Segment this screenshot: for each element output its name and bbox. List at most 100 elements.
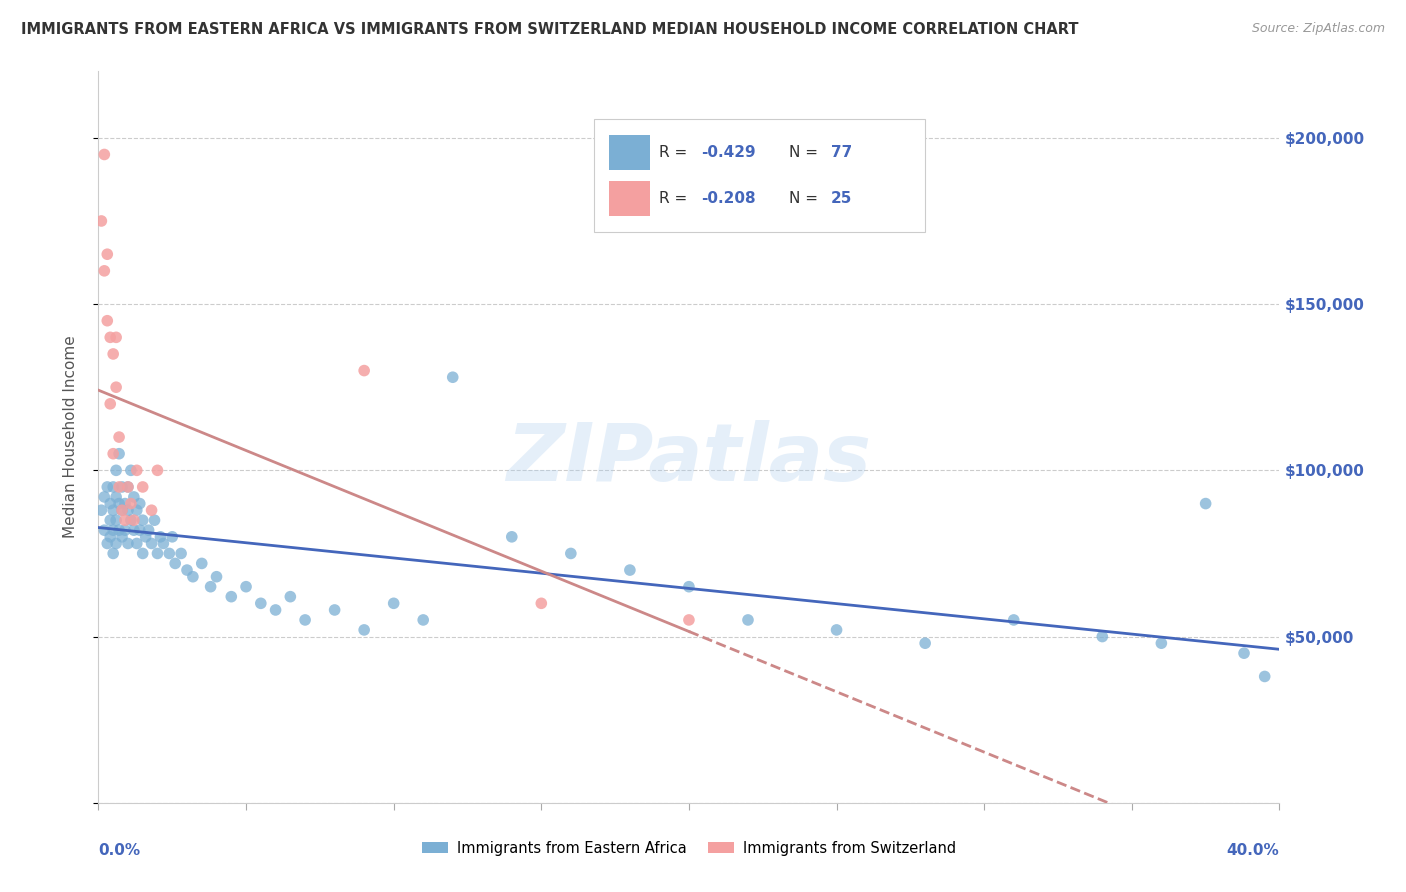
Point <box>105 330 128 344</box>
Point <box>98 397 121 411</box>
Point <box>108 430 131 444</box>
Point <box>264 603 287 617</box>
Point <box>382 596 405 610</box>
Point <box>93 490 115 504</box>
Text: ZIPatlas: ZIPatlas <box>506 420 872 498</box>
Point <box>353 623 375 637</box>
Point <box>125 463 148 477</box>
Point <box>120 463 142 477</box>
Point <box>191 557 214 571</box>
Text: -0.429: -0.429 <box>700 145 755 160</box>
Point <box>141 503 163 517</box>
Point <box>125 503 148 517</box>
Point <box>96 480 118 494</box>
Point <box>162 530 183 544</box>
Point <box>114 497 136 511</box>
Point <box>114 523 136 537</box>
Point <box>96 536 118 550</box>
Point <box>93 523 115 537</box>
Point <box>122 490 145 504</box>
Point <box>146 463 169 477</box>
Point <box>98 530 121 544</box>
Point <box>105 463 128 477</box>
Point <box>235 580 257 594</box>
Point <box>122 523 145 537</box>
Point <box>98 513 121 527</box>
Point <box>132 480 155 494</box>
Text: N =: N = <box>789 191 823 206</box>
Point <box>103 503 125 517</box>
Point <box>90 214 112 228</box>
Point <box>117 503 139 517</box>
Point <box>103 546 125 560</box>
Point <box>96 314 118 328</box>
Text: 40.0%: 40.0% <box>1226 843 1279 858</box>
Point <box>250 596 273 610</box>
Text: IMMIGRANTS FROM EASTERN AFRICA VS IMMIGRANTS FROM SWITZERLAND MEDIAN HOUSEHOLD I: IMMIGRANTS FROM EASTERN AFRICA VS IMMIGR… <box>21 22 1078 37</box>
Point <box>1150 636 1173 650</box>
Point <box>128 497 150 511</box>
Text: -0.208: -0.208 <box>700 191 755 206</box>
Point <box>125 536 148 550</box>
Point <box>105 536 128 550</box>
Point <box>108 447 131 461</box>
Text: 77: 77 <box>831 145 852 160</box>
Point <box>96 247 118 261</box>
Point <box>146 546 169 560</box>
Point <box>103 347 125 361</box>
Point <box>132 546 155 560</box>
Point <box>1254 669 1277 683</box>
Point <box>205 570 228 584</box>
Point <box>103 447 125 461</box>
Point <box>111 480 134 494</box>
Point <box>353 363 375 377</box>
Point <box>1091 630 1114 644</box>
Point <box>90 503 112 517</box>
FancyBboxPatch shape <box>609 181 650 216</box>
Point <box>111 530 134 544</box>
Point <box>103 480 125 494</box>
Y-axis label: Median Household Income: Median Household Income <box>63 335 77 539</box>
Point <box>120 513 142 527</box>
Point <box>181 570 204 584</box>
Point <box>117 480 139 494</box>
Point <box>128 523 150 537</box>
Point <box>117 480 139 494</box>
Point <box>737 613 759 627</box>
Point <box>111 503 134 517</box>
Point <box>98 497 121 511</box>
Text: R =: R = <box>659 191 693 206</box>
Point <box>143 513 166 527</box>
Point <box>914 636 936 650</box>
Legend: Immigrants from Eastern Africa, Immigrants from Switzerland: Immigrants from Eastern Africa, Immigran… <box>416 835 962 862</box>
Point <box>152 536 174 550</box>
Point <box>138 523 160 537</box>
Point <box>441 370 464 384</box>
Point <box>108 497 131 511</box>
Text: Source: ZipAtlas.com: Source: ZipAtlas.com <box>1251 22 1385 36</box>
Point <box>108 523 131 537</box>
Point <box>501 530 523 544</box>
Point <box>200 580 222 594</box>
Point <box>135 530 157 544</box>
Point <box>111 503 134 517</box>
Point <box>105 490 128 504</box>
Point <box>122 513 145 527</box>
Point <box>825 623 848 637</box>
Point <box>1233 646 1256 660</box>
Point <box>412 613 434 627</box>
Point <box>93 147 115 161</box>
Point <box>165 557 187 571</box>
Point <box>678 613 700 627</box>
Point <box>1002 613 1025 627</box>
FancyBboxPatch shape <box>609 135 650 170</box>
Point <box>221 590 243 604</box>
Point <box>560 546 582 560</box>
Point <box>117 536 139 550</box>
Text: R =: R = <box>659 145 693 160</box>
Point <box>105 513 128 527</box>
Point <box>294 613 316 627</box>
Point <box>108 480 131 494</box>
Point <box>530 596 553 610</box>
Point <box>157 546 180 560</box>
